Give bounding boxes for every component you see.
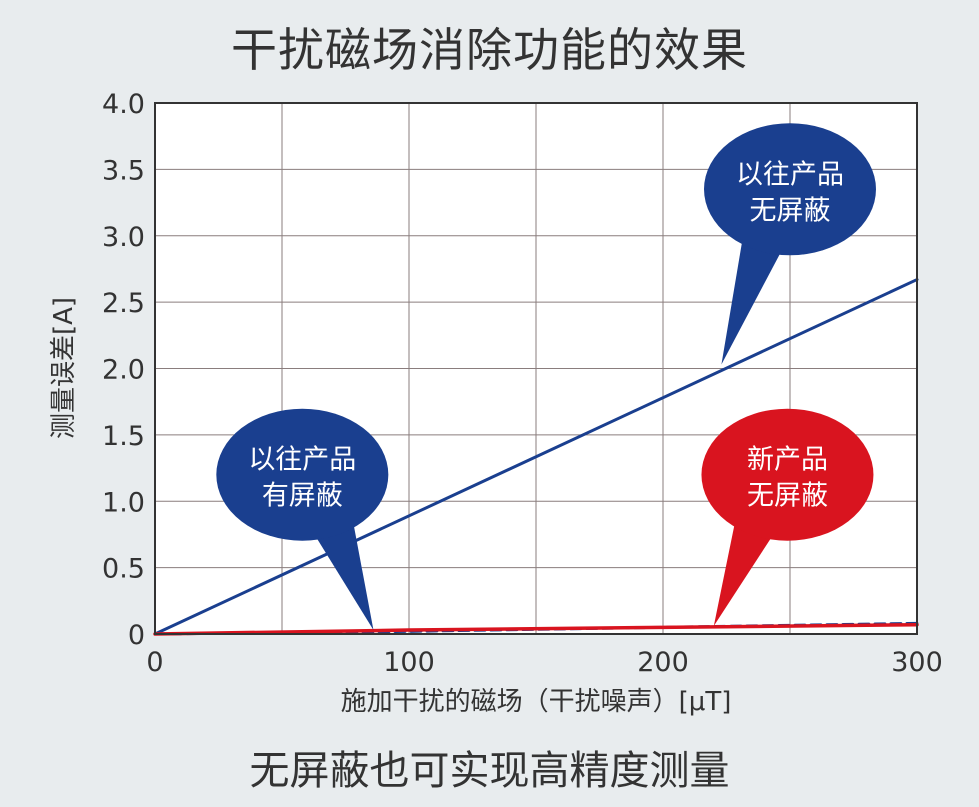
y-tick-label: 2.5 <box>102 288 145 319</box>
y-tick-label: 3.5 <box>102 155 145 186</box>
bubble-tail <box>713 518 775 627</box>
chart-caption: 无屏蔽也可实现高精度测量 <box>249 748 730 794</box>
x-tick-label: 0 <box>146 647 163 678</box>
bubble-body <box>701 408 874 541</box>
x-axis-label: 施加干扰的磁场（干扰噪声）[μT] <box>341 687 732 717</box>
x-tick-label: 200 <box>637 647 689 678</box>
bubble-label: 以往产品 <box>736 159 844 190</box>
y-tick-label: 0.5 <box>102 554 145 585</box>
y-axis-label: 测量误差[A] <box>49 297 79 439</box>
chart-title: 干扰磁场消除功能的效果 <box>231 23 748 77</box>
bubble-label: 有屏蔽 <box>262 481 343 512</box>
y-tick-label: 1.5 <box>102 421 145 452</box>
bubble-label: 以往产品 <box>248 445 356 476</box>
y-tick-label: 4.0 <box>102 89 145 120</box>
tick-labels: 0 0.5 1.0 1.5 2.0 2.5 3.0 3.5 4.0 0 100 200 300 <box>102 89 943 678</box>
x-tick-label: 300 <box>891 647 943 678</box>
y-tick-label: 3.0 <box>102 222 145 253</box>
y-tick-label: 2.0 <box>102 355 145 386</box>
y-tick-label: 1.0 <box>102 487 145 518</box>
bubble-body <box>216 408 389 541</box>
bubble-tail <box>313 519 374 631</box>
x-tick-label: 100 <box>383 647 435 678</box>
series-line-3 <box>153 622 919 636</box>
bubble-label: 无屏蔽 <box>750 195 831 226</box>
bubble-tail <box>721 236 783 365</box>
plot-frame <box>154 102 918 635</box>
series-lines <box>153 278 919 636</box>
bubble-label: 新产品 <box>747 445 828 476</box>
series-line-1 <box>153 278 919 636</box>
y-tick-label: 0 <box>128 620 145 651</box>
bubble-body <box>704 123 876 256</box>
bubble-label: 无屏蔽 <box>747 481 828 512</box>
